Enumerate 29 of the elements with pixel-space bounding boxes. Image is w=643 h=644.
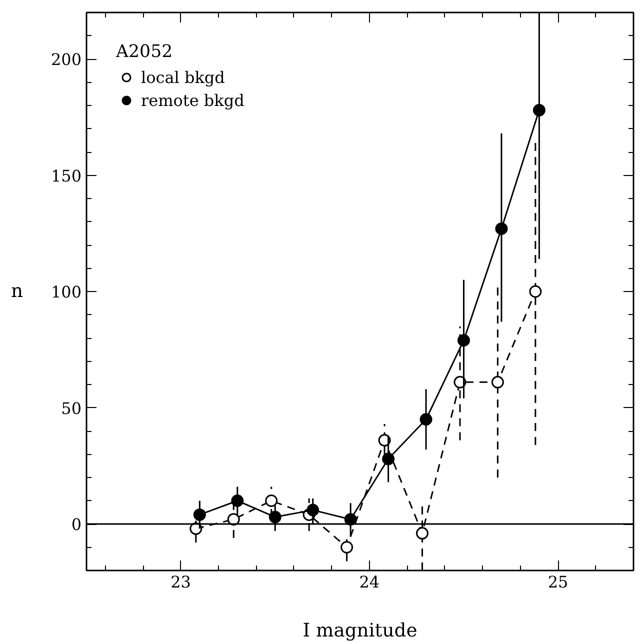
point <box>529 285 542 298</box>
x-tick-label: 23 <box>170 572 191 592</box>
point <box>340 541 354 554</box>
point <box>231 494 244 507</box>
y-tick-label: 200 <box>50 50 82 69</box>
y-tick-label: 0 <box>71 515 82 534</box>
x-tick-label: 24 <box>359 572 380 592</box>
point <box>416 527 428 540</box>
y-tick-label: 50 <box>61 398 82 418</box>
legend-title: A2052 <box>116 42 174 62</box>
point <box>495 222 508 235</box>
y-tick-label: 100 <box>50 282 82 302</box>
point <box>532 104 546 116</box>
point <box>457 334 470 347</box>
point <box>193 508 206 521</box>
point <box>227 513 240 526</box>
legend-label: local bkgd <box>141 68 225 86</box>
point <box>265 494 278 507</box>
point <box>420 413 432 426</box>
y-axis-title: n <box>10 281 23 302</box>
legend-label: remote bkgd <box>141 90 244 110</box>
x-tick-label: 25 <box>548 572 568 592</box>
point <box>344 513 357 526</box>
point <box>268 510 282 524</box>
x-axis-title: I magnitude <box>302 620 418 642</box>
y-tick-label: 150 <box>50 166 82 186</box>
point <box>382 452 395 466</box>
point <box>306 504 320 516</box>
point <box>491 376 504 388</box>
